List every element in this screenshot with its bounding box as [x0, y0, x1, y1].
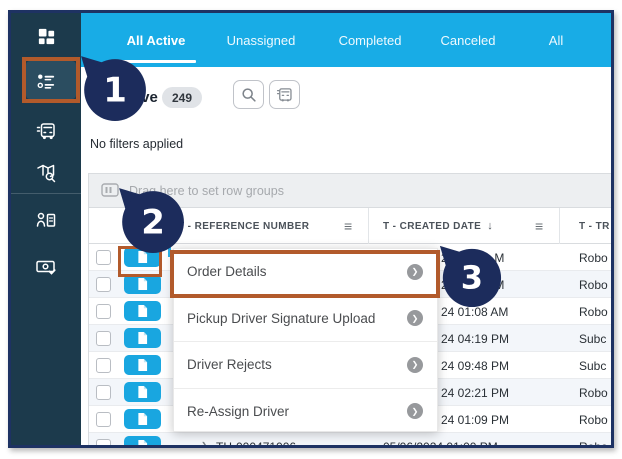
row-file-button[interactable]	[124, 301, 161, 321]
row-file-button[interactable]	[124, 409, 161, 429]
svg-text:3: 3	[461, 259, 483, 297]
cell-focus-indicator	[168, 244, 171, 257]
trip-type-cell: Robo	[579, 386, 608, 400]
tab-all[interactable]: All	[548, 32, 564, 48]
row-checkbox[interactable]	[96, 277, 111, 292]
created-date-cell: 24 02:21 PM	[441, 386, 510, 400]
tab-all-active[interactable]: All Active	[126, 32, 186, 48]
re-assign-driver-menu-item[interactable]: Re-Assign Driver ❯	[174, 389, 437, 435]
fleet-truck-icon	[36, 123, 55, 140]
truck-icon	[276, 88, 292, 102]
row-checkbox[interactable]	[96, 412, 111, 427]
tab-completed[interactable]: Completed	[338, 32, 402, 48]
document-icon	[138, 413, 148, 425]
sort-desc-icon: ↓	[487, 220, 494, 232]
sidebar-item-drivers[interactable]	[11, 200, 81, 240]
sidebar-selected-highlight	[26, 61, 76, 99]
row-checkbox[interactable]	[96, 439, 111, 445]
step3-highlight-box	[170, 250, 440, 298]
column-header-reference[interactable]: T - REFERENCE NUMBER	[178, 220, 310, 232]
driver-rejects-menu-item[interactable]: Driver Rejects ❯	[174, 342, 437, 389]
search-icon	[241, 87, 256, 102]
row-file-button[interactable]	[124, 328, 161, 348]
sidebar-item-dashboard[interactable]	[11, 16, 81, 56]
row-checkbox[interactable]	[96, 250, 111, 265]
orders-list-icon	[37, 74, 54, 89]
app-window: All Active Unassigned Completed Canceled All…	[8, 10, 614, 448]
money-check-icon	[36, 260, 56, 275]
created-date-cell: 24 01:09 PM	[441, 413, 510, 427]
row-checkbox[interactable]	[96, 385, 111, 400]
document-icon	[138, 278, 148, 290]
created-date-cell: 24 01:08 AM	[441, 305, 509, 319]
table-row[interactable]: ❯ TH-000471006 05/06/2024 01:00 PM Robo	[89, 433, 611, 448]
hamburger-icon: ≡	[344, 218, 353, 234]
topbar-tabs: All Active Unassigned Completed Canceled All	[81, 13, 611, 67]
tab-unassigned[interactable]: Unassigned	[226, 32, 296, 48]
svg-text:2: 2	[141, 202, 165, 242]
pickup-driver-signature-upload-menu-item[interactable]: Pickup Driver Signature Upload ❯	[174, 296, 437, 342]
svg-text:1: 1	[103, 70, 127, 110]
column-header-trip[interactable]: T - TR	[579, 220, 610, 232]
columns-icon	[101, 183, 119, 197]
document-icon	[138, 332, 148, 344]
chevron-right-icon: ❯	[407, 403, 423, 420]
step1-highlight-box	[22, 57, 80, 103]
map-search-icon	[37, 164, 56, 183]
active-tab-underline	[116, 60, 196, 63]
row-checkbox[interactable]	[96, 304, 111, 319]
filters-note: No filters applied	[90, 137, 184, 151]
document-icon	[138, 305, 148, 317]
row-checkbox[interactable]	[96, 358, 111, 373]
sidebar-item-fleet[interactable]	[11, 111, 81, 151]
context-menu: Order Details ❯ Pickup Driver Signature …	[173, 248, 438, 432]
trip-type-cell: Robo	[579, 440, 608, 448]
column-header-created-date[interactable]: T - CREATED DATE ↓	[383, 220, 494, 232]
row-file-button[interactable]	[124, 436, 161, 445]
tab-canceled[interactable]: Canceled	[440, 32, 496, 48]
step-badge-1: 1	[78, 53, 148, 123]
trip-type-cell: Robo	[579, 278, 608, 292]
chevron-right-icon: ❯	[407, 356, 423, 373]
reference-cell: TH-000471006	[216, 440, 297, 448]
row-file-button[interactable]	[124, 382, 161, 402]
trip-type-cell: Robo	[579, 413, 608, 427]
document-icon	[138, 359, 148, 371]
fleet-filter-button[interactable]	[269, 80, 300, 109]
created-date-cell: 05/06/2024 01:00 PM	[383, 440, 498, 448]
document-icon	[138, 251, 148, 263]
count-badge: 249	[162, 87, 203, 108]
trip-type-cell: Subc	[579, 359, 607, 373]
sidebar-item-orders[interactable]	[11, 61, 81, 101]
hamburger-icon: ≡	[535, 218, 544, 234]
row-file-button[interactable]	[124, 274, 161, 294]
created-date-cell: 24 04:19 PM	[441, 332, 510, 346]
chevron-right-icon: ❯	[407, 263, 423, 280]
search-button[interactable]	[233, 80, 264, 109]
row-checkbox[interactable]	[96, 331, 111, 346]
expand-arrow-icon[interactable]: ❯	[201, 441, 208, 448]
row-file-button[interactable]	[124, 355, 161, 375]
step-badge-3: 3	[437, 243, 503, 309]
sidebar-item-settlements[interactable]	[11, 247, 81, 287]
drivers-id-icon	[36, 212, 56, 227]
trip-type-cell: Robo	[579, 305, 608, 319]
sidebar-divider	[11, 193, 81, 194]
created-date-cell: 24 09:48 PM	[441, 359, 510, 373]
trip-type-cell: Robo	[579, 251, 608, 265]
group-hint-text: Drag here to set row groups	[129, 183, 284, 198]
column-menu-icon[interactable]: ≡	[344, 208, 353, 244]
dashboard-icon	[38, 28, 54, 44]
document-icon	[138, 386, 148, 398]
step-badge-2: 2	[116, 185, 186, 255]
column-menu-icon[interactable]: ≡	[535, 208, 544, 244]
document-icon	[138, 440, 148, 445]
sidebar-item-map-search[interactable]	[11, 153, 81, 193]
chevron-right-icon: ❯	[407, 310, 423, 327]
trip-type-cell: Subc	[579, 332, 607, 346]
